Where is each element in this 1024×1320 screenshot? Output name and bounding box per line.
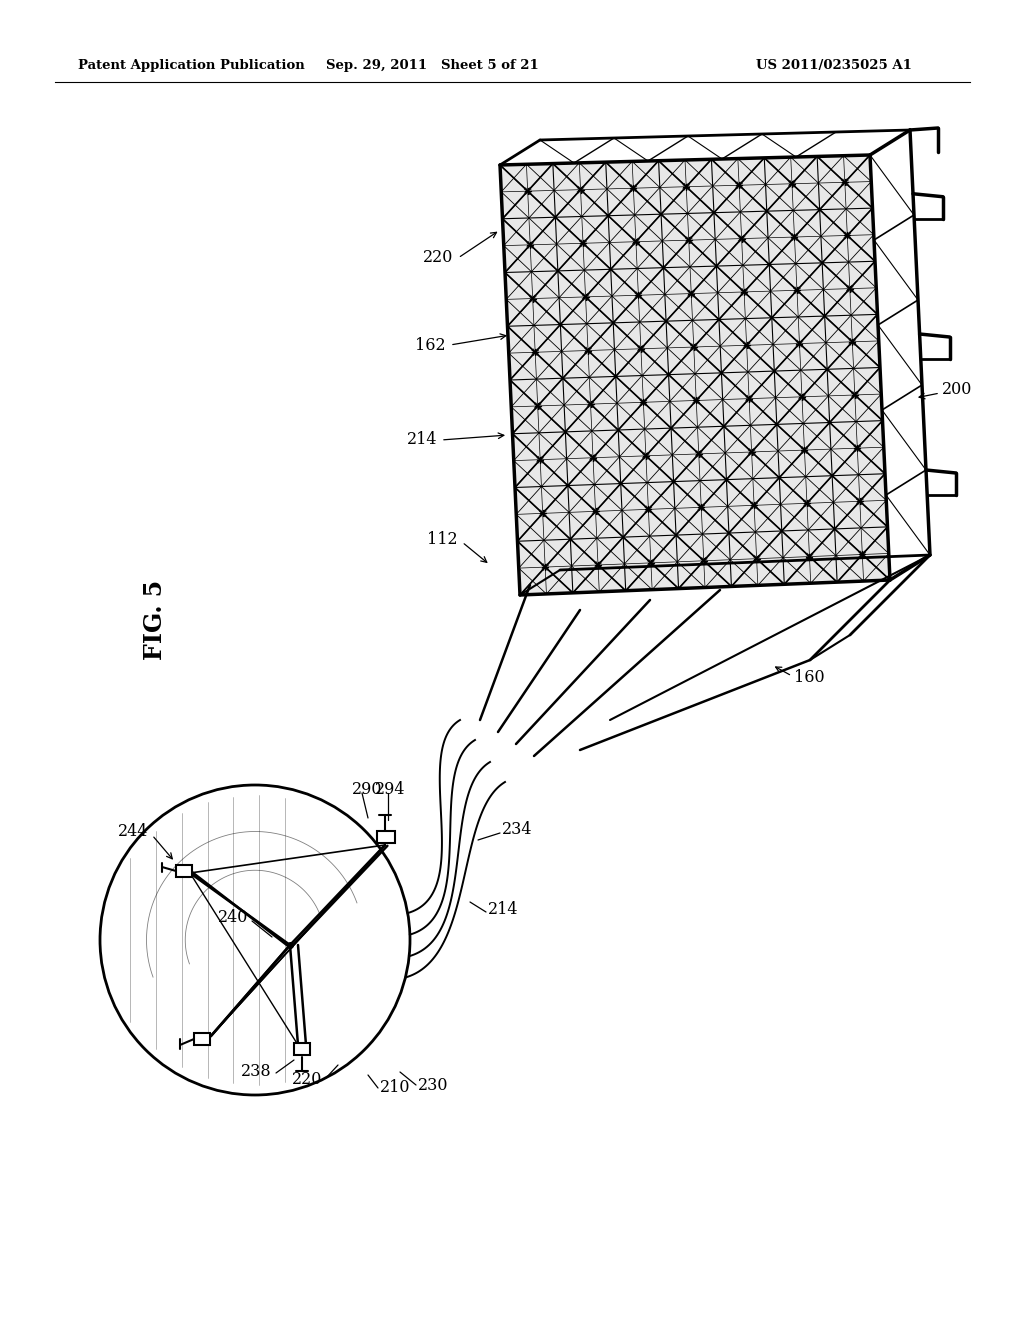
Text: Sep. 29, 2011   Sheet 5 of 21: Sep. 29, 2011 Sheet 5 of 21	[326, 58, 539, 71]
Text: 244: 244	[118, 824, 148, 841]
Text: 234: 234	[502, 821, 532, 838]
Text: 214: 214	[407, 432, 437, 449]
Polygon shape	[500, 154, 890, 595]
Text: 112: 112	[427, 532, 458, 549]
Text: 210: 210	[380, 1080, 411, 1097]
Text: 290: 290	[352, 781, 383, 799]
Text: 230: 230	[418, 1077, 449, 1093]
Text: 200: 200	[942, 381, 973, 399]
Text: 238: 238	[242, 1064, 272, 1081]
Text: 220: 220	[292, 1072, 322, 1089]
Text: 160: 160	[794, 669, 824, 686]
Bar	[194, 1034, 210, 1045]
Text: Patent Application Publication: Patent Application Publication	[78, 58, 305, 71]
Text: US 2011/0235025 A1: US 2011/0235025 A1	[756, 58, 912, 71]
Text: FIG. 5: FIG. 5	[143, 579, 167, 660]
Text: 214: 214	[488, 902, 518, 919]
Bar	[377, 832, 395, 843]
Text: 220: 220	[423, 249, 453, 267]
Text: 294: 294	[375, 781, 406, 799]
Text: 240: 240	[218, 909, 248, 927]
Bar	[176, 865, 193, 876]
Bar	[294, 1043, 310, 1055]
Text: 162: 162	[416, 337, 446, 354]
